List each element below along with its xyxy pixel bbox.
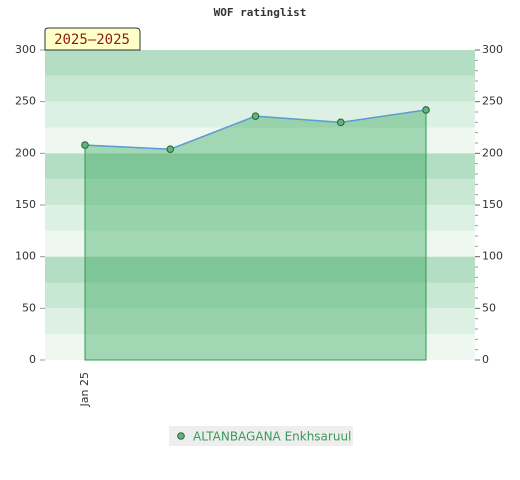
y2-tick-label: 0 [482, 353, 489, 366]
y-tick-label: 100 [15, 250, 36, 263]
y2-tick-label: 100 [482, 250, 503, 263]
chart-title: WOF ratinglist [214, 6, 307, 19]
x-tick-label: Jan 25 [78, 372, 91, 407]
y2-tick-label: 200 [482, 146, 503, 159]
y-tick-label: 0 [29, 353, 36, 366]
band [45, 230, 475, 257]
band [45, 205, 475, 231]
band [45, 153, 475, 180]
marker [251, 112, 260, 120]
legend-box [169, 426, 353, 446]
y-tick-label: 250 [15, 95, 36, 108]
y-tick-label: 150 [15, 198, 36, 211]
y2-tick-label: 300 [482, 43, 503, 56]
band [45, 101, 475, 128]
legend-marker [177, 432, 185, 440]
legend-label: ALTANBAGANA Enkhsaruul [193, 430, 351, 444]
marker [422, 106, 430, 114]
y-tick-label: 200 [15, 146, 36, 159]
y2-tick-label: 50 [482, 301, 496, 314]
marker [336, 118, 345, 127]
band [45, 75, 475, 102]
band [45, 127, 475, 154]
y-tick-label: 300 [15, 43, 36, 56]
band [45, 282, 475, 309]
band [45, 256, 475, 283]
band [45, 334, 475, 360]
band [45, 50, 475, 76]
annotation-box [44, 27, 141, 51]
background-bands [45, 50, 475, 360]
band [45, 308, 475, 335]
y2-tick-label: 250 [482, 95, 503, 108]
marker [81, 141, 89, 149]
band [45, 179, 475, 205]
marker [166, 145, 175, 153]
y2-tick-label: 150 [482, 198, 503, 211]
y-tick-label: 50 [22, 301, 36, 314]
annotation: 2025–2025 [54, 32, 130, 48]
